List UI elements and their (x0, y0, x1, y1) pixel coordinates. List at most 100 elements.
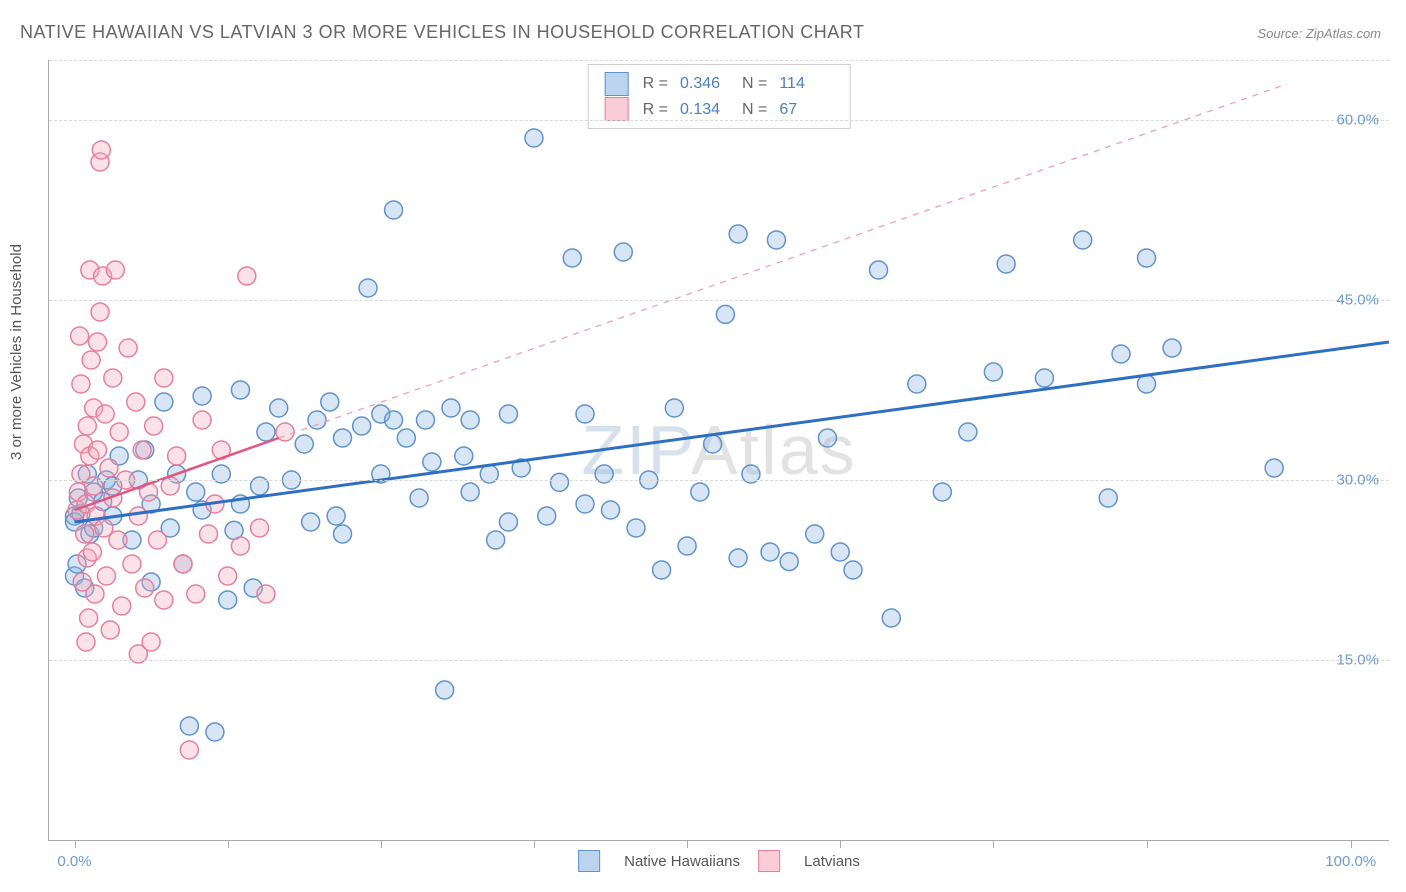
data-point (110, 423, 128, 441)
data-point (92, 141, 110, 159)
data-point (678, 537, 696, 555)
data-point (321, 393, 339, 411)
gridline (49, 60, 1389, 61)
data-point (576, 405, 594, 423)
data-point (499, 405, 517, 423)
data-point (133, 441, 151, 459)
data-point (423, 453, 441, 471)
x-tick (228, 840, 229, 848)
data-point (831, 543, 849, 561)
data-point (148, 531, 166, 549)
data-point (410, 489, 428, 507)
data-point (359, 279, 377, 297)
data-point (80, 609, 98, 627)
data-point (82, 351, 100, 369)
data-point (1112, 345, 1130, 363)
data-point (1099, 489, 1117, 507)
data-point (257, 423, 275, 441)
data-point (193, 387, 211, 405)
x-tick (687, 840, 688, 848)
data-point (168, 447, 186, 465)
data-point (1138, 249, 1156, 267)
series-legend: Native Hawaiians Latvians (578, 850, 860, 872)
y-tick-label: 15.0% (1336, 652, 1379, 669)
data-point (123, 555, 141, 573)
x-tick (1351, 840, 1352, 848)
data-point (231, 381, 249, 399)
data-point (959, 423, 977, 441)
data-point (576, 495, 594, 513)
y-tick-label: 60.0% (1336, 112, 1379, 129)
data-point (653, 561, 671, 579)
x-tick (75, 840, 76, 848)
data-point (129, 507, 147, 525)
data-point (113, 597, 131, 615)
data-point (77, 633, 95, 651)
gridline (49, 480, 1389, 481)
source-attribution: Source: ZipAtlas.com (1257, 26, 1381, 41)
data-point (461, 483, 479, 501)
data-point (436, 681, 454, 699)
data-point (563, 249, 581, 267)
data-point (206, 723, 224, 741)
data-point (761, 543, 779, 561)
data-point (257, 585, 275, 603)
chart-plot-area: ZIPAtlas R =0.346 N =114 R =0.134 N =67 … (48, 60, 1389, 841)
data-point (127, 393, 145, 411)
data-point (119, 339, 137, 357)
data-point (155, 393, 173, 411)
swatch-pink-icon (605, 97, 629, 121)
data-point (997, 255, 1015, 273)
data-point (308, 411, 326, 429)
data-point (704, 435, 722, 453)
legend-label-pink: Latvians (804, 853, 860, 870)
data-point (142, 633, 160, 651)
data-point (353, 417, 371, 435)
data-point (397, 429, 415, 447)
data-point (86, 585, 104, 603)
data-point (1163, 339, 1181, 357)
swatch-blue-icon (578, 850, 600, 872)
data-point (219, 591, 237, 609)
data-point (193, 411, 211, 429)
y-tick-label: 45.0% (1336, 292, 1379, 309)
data-point (334, 525, 352, 543)
data-point (136, 579, 154, 597)
y-axis-label: 3 or more Vehicles in Household (8, 244, 25, 460)
data-point (729, 225, 747, 243)
x-tick (381, 840, 382, 848)
data-point (550, 473, 568, 491)
data-point (145, 417, 163, 435)
data-point (933, 483, 951, 501)
trendline-extrapolated (279, 84, 1287, 438)
data-point (88, 441, 106, 459)
x-tick-label: 0.0% (57, 853, 91, 870)
data-point (187, 585, 205, 603)
legend-row-pink: R =0.134 N =67 (605, 97, 834, 123)
data-point (729, 549, 747, 567)
data-point (716, 305, 734, 323)
swatch-pink-icon (758, 850, 780, 872)
data-point (1035, 369, 1053, 387)
data-point (614, 243, 632, 261)
data-point (72, 375, 90, 393)
swatch-blue-icon (605, 72, 629, 96)
data-point (187, 483, 205, 501)
x-tick (534, 840, 535, 848)
data-point (91, 303, 109, 321)
data-point (155, 369, 173, 387)
data-point (106, 261, 124, 279)
data-point (302, 513, 320, 531)
y-tick-label: 30.0% (1336, 472, 1379, 489)
data-point (416, 411, 434, 429)
data-point (538, 507, 556, 525)
data-point (882, 609, 900, 627)
x-tick (840, 840, 841, 848)
legend-label-blue: Native Hawaiians (624, 853, 740, 870)
data-point (602, 501, 620, 519)
data-point (180, 717, 198, 735)
data-point (238, 267, 256, 285)
data-point (806, 525, 824, 543)
data-point (780, 553, 798, 571)
data-point (1074, 231, 1092, 249)
